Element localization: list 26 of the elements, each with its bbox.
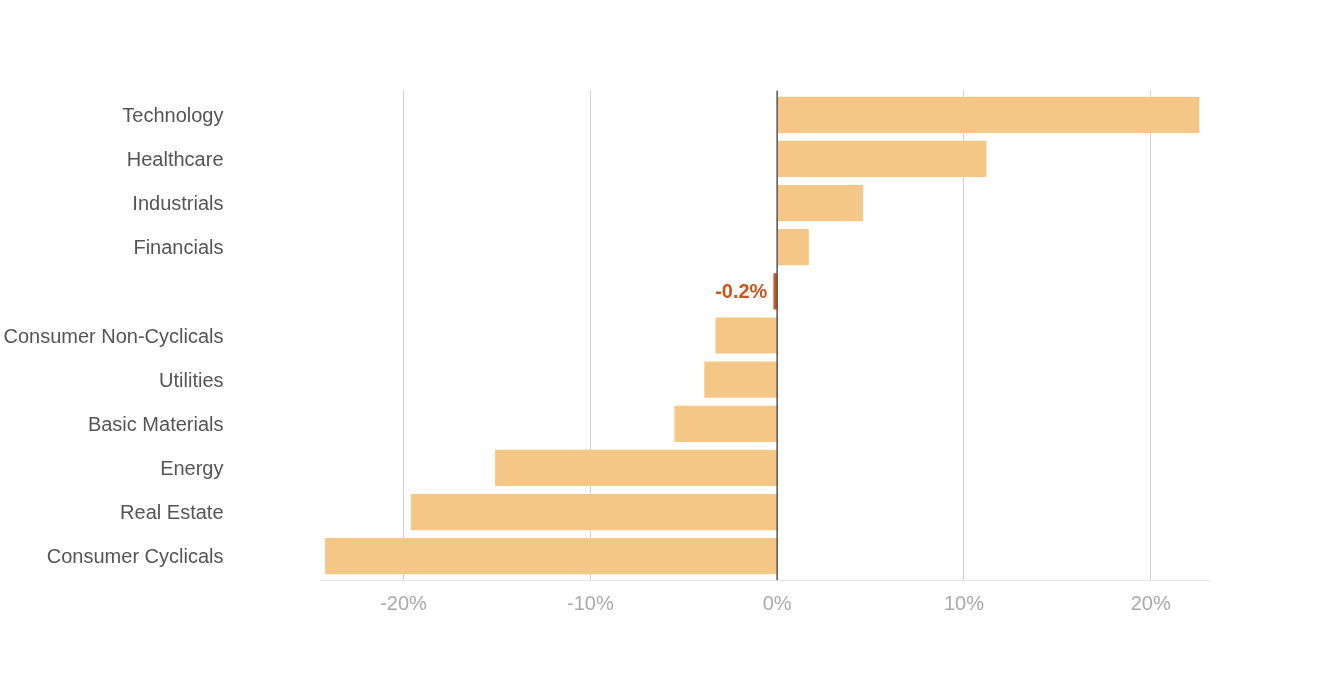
y-tick-label: Utilities — [159, 368, 224, 391]
y-tick-label: Industrials — [132, 192, 224, 215]
y-tick-label: Basic Materials — [87, 412, 224, 435]
bar — [674, 405, 778, 442]
x-tick-label: 10% — [943, 591, 985, 614]
bar — [495, 449, 778, 487]
y-tick-label: Consumer Non-Cyclicals — [3, 324, 224, 347]
bar — [777, 184, 864, 222]
x-tick-label: 20% — [1130, 591, 1171, 614]
x-tick-label: 0% — [762, 591, 792, 614]
y-tick-label: Technology — [122, 103, 224, 126]
y-tick-label: Energy — [160, 456, 224, 479]
x-tick-label: -20% — [380, 591, 428, 614]
y-tick-label: Consumer Cyclicals — [46, 545, 224, 568]
bar — [704, 361, 778, 398]
bar — [777, 140, 987, 178]
bar — [411, 493, 778, 531]
bar — [777, 96, 1200, 133]
y-tick-label: Real Estate — [120, 501, 224, 524]
bar — [777, 229, 809, 266]
x-tick-label: -10% — [567, 591, 614, 614]
y-tick-label: Healthcare — [126, 147, 224, 170]
bar — [325, 538, 778, 575]
bar — [715, 317, 778, 354]
data-label: -0.2% — [715, 280, 768, 303]
y-tick-label: Financials — [133, 236, 224, 259]
